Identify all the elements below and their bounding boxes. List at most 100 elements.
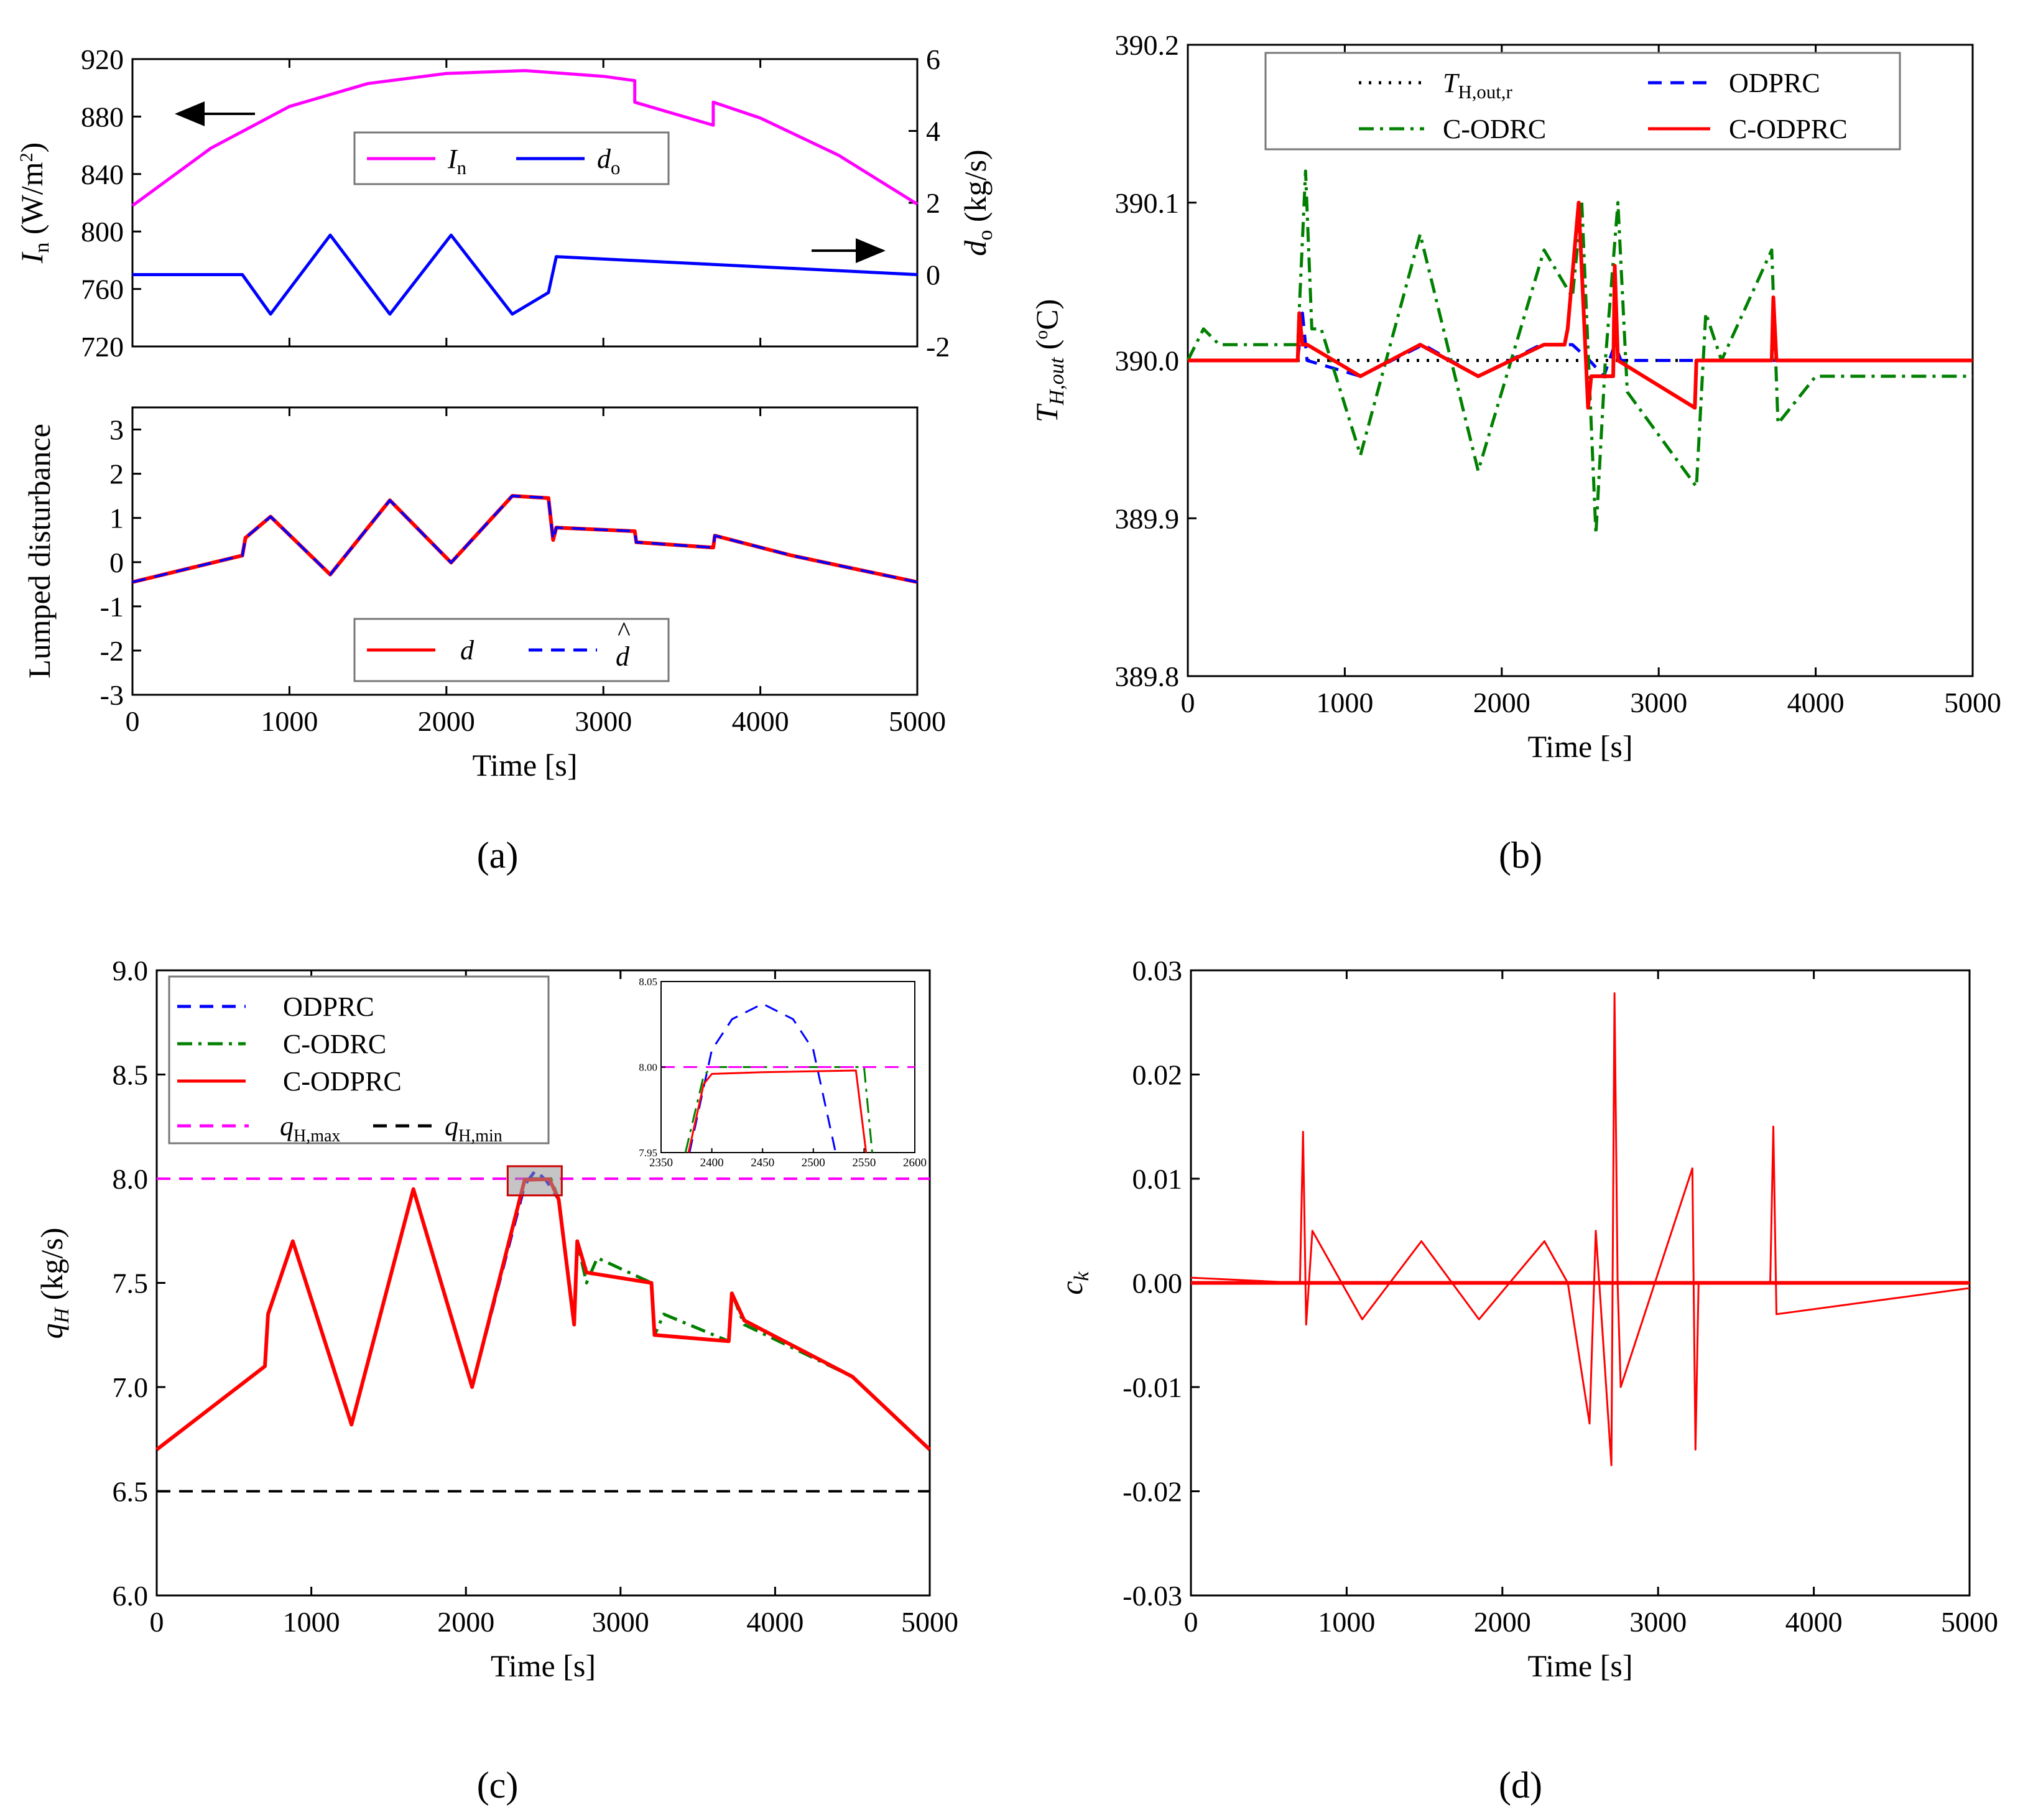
series-odprc	[155, 1169, 931, 1451]
y-tick-label: 6.5	[113, 1476, 149, 1508]
chart-a-bottom: 0 1000 2000 3000 4000 5000 -3 -2 -1 0 1 2 3 Time [s] L…	[22, 406, 946, 782]
chart-d: 0 1000 2000 3000 4000 5000 -0.03 -0.02 -0.01 0.00…	[1054, 955, 1998, 1683]
legend-label: C-ODPRC	[283, 1066, 402, 1097]
y-tick-label: 390.0	[1115, 345, 1180, 377]
y-tick-label: -0.02	[1123, 1476, 1182, 1508]
y-tick-label: -0.01	[1123, 1372, 1182, 1403]
axis-label-part: 2	[16, 152, 37, 162]
y-tick-label: -0.03	[1123, 1580, 1182, 1612]
y-tick-label: 7.5	[113, 1268, 149, 1299]
y-tick-label: -3	[100, 679, 124, 711]
series-odprc	[688, 1003, 837, 1153]
legend-label-main: I	[447, 144, 458, 174]
series-c-odprc	[1188, 200, 1973, 410]
legend-label: do	[597, 144, 620, 179]
series-c-odrc	[684, 1066, 873, 1153]
panel-label-d: (d)	[1499, 1765, 1542, 1806]
y-axis-label: ck	[1054, 1271, 1093, 1294]
legend-label-sub: n	[457, 157, 466, 179]
legend-label: In	[447, 144, 466, 179]
series-do	[132, 233, 918, 316]
y-tick-label: 880	[81, 101, 124, 132]
inset-series	[661, 1003, 915, 1153]
inset-x-tick-label: 2550	[852, 1156, 876, 1169]
y-tick-label: 920	[81, 44, 124, 75]
y-tick-label: 0.00	[1132, 1268, 1183, 1299]
x-tick-label: 3000	[575, 705, 632, 737]
x-tick-label: 0	[1184, 1606, 1198, 1638]
inset-x-tick-label: 2450	[751, 1156, 774, 1169]
axis-label-part: I	[14, 251, 49, 264]
inset-x-tick-label: 2400	[700, 1156, 724, 1169]
inset-y-tick-label: 7.95	[639, 1147, 657, 1159]
series-in	[131, 69, 919, 207]
axis-label-part: n	[30, 243, 53, 253]
x-tick-label: 5000	[901, 1606, 958, 1638]
series-d	[132, 494, 918, 584]
x-tick-label: 5000	[1944, 687, 2001, 718]
legend-label: qH,min	[445, 1111, 502, 1146]
x-tick-label: 3000	[592, 1606, 649, 1638]
y-tick-label: 389.8	[1115, 661, 1180, 692]
y-tick-label: -2	[926, 331, 950, 363]
series-c-odrc	[155, 1177, 931, 1451]
y-axis-label-right: do (kg/s)	[958, 149, 997, 256]
legend-hat: ^	[618, 616, 631, 647]
x-tick-label: 3000	[1629, 1606, 1687, 1638]
x-axis-label: Time [s]	[491, 1648, 596, 1683]
series-c-odrc	[1186, 169, 1973, 536]
x-tick-label: 4000	[746, 1606, 803, 1638]
series-d-hat	[132, 494, 918, 583]
legend-label: TH,out,r	[1443, 68, 1512, 103]
y-tick-label: 390.1	[1115, 187, 1180, 219]
x-tick-label: 5000	[889, 705, 946, 737]
axis-label-part: H	[50, 1306, 73, 1324]
axis-label-part: d	[958, 240, 993, 256]
y-tick-label: 2	[926, 187, 940, 219]
x-tick-label: 1000	[283, 1606, 340, 1638]
x-tick-label: 2000	[418, 705, 475, 737]
axis-label-part: (	[1029, 340, 1064, 358]
legend-label: C-ODRC	[1443, 114, 1546, 144]
axis-label-part: (W/m	[14, 162, 49, 242]
x-tick-label: 1000	[1318, 1606, 1375, 1638]
legend: TH,out,r ODPRC C-ODRC C-ODPRC	[1264, 52, 1901, 151]
panel-label-b: (b)	[1499, 835, 1542, 876]
legend-label-main: T	[1443, 68, 1460, 98]
inset: 2350 2400 2450 2500 2550 2600 7.95 8.00 8.05	[639, 976, 927, 1169]
y-tick-label: 0	[926, 259, 940, 291]
y-tick-label: 0.02	[1132, 1059, 1183, 1091]
legend-label-sub: o	[611, 157, 620, 179]
y-tick-label: -1	[100, 591, 124, 623]
series-c-odprc	[687, 1069, 868, 1153]
y-tick-label: 2	[109, 458, 124, 490]
inset-y-tick-label: 8.00	[639, 1062, 657, 1074]
y-tick-label: 8.5	[113, 1059, 149, 1091]
inset-y-tick-label: 8.05	[639, 976, 657, 988]
x-axis-label: Time [s]	[1527, 1648, 1632, 1683]
legend-label: qH,max	[280, 1111, 340, 1146]
x-tick-label: 4000	[732, 705, 789, 737]
y-axis-label: TH,out (oC)	[1029, 299, 1068, 422]
x-tick-label: 2000	[437, 1606, 494, 1638]
y-tick-label: 389.9	[1115, 503, 1180, 534]
y-tick-label: 760	[81, 274, 124, 305]
y-tick-label: 3	[109, 414, 124, 446]
legend: In do	[353, 131, 670, 185]
y-tick-label: 9.0	[113, 955, 149, 987]
chart-c: 0 1000 2000 3000 4000 5000 6.0 6.5 7.0 7.5 8.0 8.5 9…	[34, 955, 958, 1683]
y-tick-label: 800	[81, 216, 124, 248]
series-c-odprc	[155, 1177, 932, 1451]
legend-label: C-ODRC	[283, 1029, 386, 1059]
x-tick-label: 1000	[261, 705, 318, 737]
legend: d d^	[353, 616, 670, 682]
inset-x-tick-label: 2350	[649, 1156, 673, 1169]
x-tick-label: 4000	[1787, 687, 1845, 718]
legend-box	[168, 975, 550, 1144]
x-tick-label: 0	[150, 1606, 164, 1638]
y-tick-label: 4	[926, 116, 940, 147]
y-axis-label: Lumped disturbance	[22, 424, 57, 679]
panel-label-a: (a)	[477, 835, 519, 876]
